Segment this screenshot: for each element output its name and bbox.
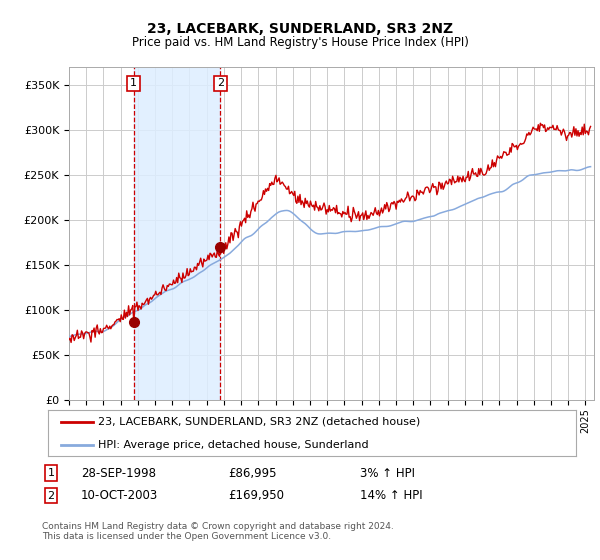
Text: £86,995: £86,995 — [228, 466, 277, 480]
Text: £169,950: £169,950 — [228, 489, 284, 502]
Text: 1: 1 — [130, 78, 137, 88]
Text: 2: 2 — [217, 78, 224, 88]
Text: Price paid vs. HM Land Registry's House Price Index (HPI): Price paid vs. HM Land Registry's House … — [131, 36, 469, 49]
Text: Contains HM Land Registry data © Crown copyright and database right 2024.
This d: Contains HM Land Registry data © Crown c… — [42, 522, 394, 542]
Text: 23, LACEBARK, SUNDERLAND, SR3 2NZ (detached house): 23, LACEBARK, SUNDERLAND, SR3 2NZ (detac… — [98, 417, 421, 427]
Text: 1: 1 — [47, 468, 55, 478]
Text: 3% ↑ HPI: 3% ↑ HPI — [360, 466, 415, 480]
Text: 28-SEP-1998: 28-SEP-1998 — [81, 466, 156, 480]
Text: HPI: Average price, detached house, Sunderland: HPI: Average price, detached house, Sund… — [98, 440, 369, 450]
Text: 14% ↑ HPI: 14% ↑ HPI — [360, 489, 422, 502]
Text: 10-OCT-2003: 10-OCT-2003 — [81, 489, 158, 502]
Text: 23, LACEBARK, SUNDERLAND, SR3 2NZ: 23, LACEBARK, SUNDERLAND, SR3 2NZ — [147, 22, 453, 36]
Text: 2: 2 — [47, 491, 55, 501]
Bar — [134, 67, 220, 400]
